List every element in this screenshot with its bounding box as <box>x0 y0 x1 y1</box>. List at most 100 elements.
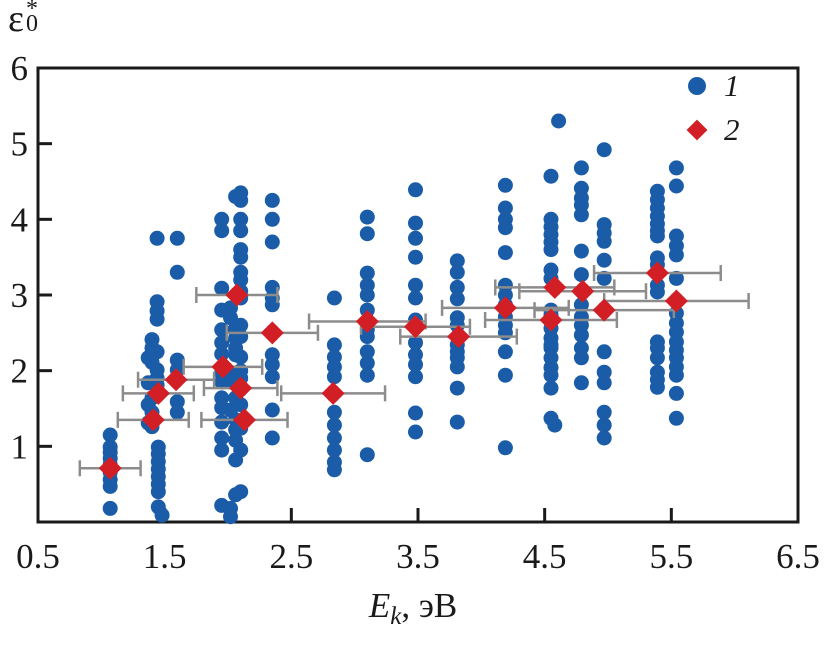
legend-circle-marker-icon <box>688 77 706 95</box>
data-point-diamond <box>592 298 616 322</box>
data-point-circle <box>264 430 280 446</box>
data-point-circle <box>497 325 513 341</box>
data-point-circle <box>449 264 465 280</box>
legend-item-series1: 1 <box>688 68 740 104</box>
data-point-circle <box>102 478 118 494</box>
data-point-circle <box>149 230 165 246</box>
x-tick-label: 3.5 <box>396 537 440 576</box>
data-point-circle <box>233 211 249 227</box>
data-point-circle <box>214 442 230 458</box>
data-point-circle <box>408 230 423 246</box>
x-tick-label: 5.5 <box>649 537 693 576</box>
data-point-diamond <box>260 321 284 345</box>
y-tick-label: 5 <box>11 125 29 164</box>
data-point-circle <box>497 177 513 193</box>
data-point-circle <box>326 417 342 433</box>
data-point-circle <box>214 346 230 362</box>
data-point-circle <box>102 427 118 443</box>
x-tick-label: 4.5 <box>523 537 567 576</box>
data-point-circle <box>408 369 423 385</box>
data-point-circle <box>668 410 684 426</box>
data-point-circle <box>543 367 559 383</box>
data-point-circle <box>408 335 423 351</box>
y-tick-label: 2 <box>11 352 29 391</box>
data-point-diamond <box>229 376 253 400</box>
data-point-circle <box>264 402 280 418</box>
data-point-circle <box>264 357 280 373</box>
data-point-circle <box>573 327 589 343</box>
legend-label-series1: 1 <box>724 68 740 103</box>
data-point-circle <box>551 113 567 129</box>
data-point-circle <box>359 367 375 383</box>
y-axis-title: ε * 0 <box>8 0 38 38</box>
data-point-diamond <box>539 308 563 332</box>
data-point-circle <box>233 442 249 458</box>
data-point-circle <box>214 414 230 430</box>
data-point-diamond <box>232 408 256 432</box>
data-point-circle <box>649 284 665 300</box>
data-point-circle <box>359 287 375 303</box>
y-axis-title-superscript: * <box>25 0 38 22</box>
x-axis-title-subscript: k <box>390 603 402 630</box>
data-point-circle <box>264 234 280 250</box>
data-point-diamond <box>571 279 595 303</box>
data-point-circle <box>326 442 342 458</box>
data-point-circle <box>408 357 423 373</box>
data-point-circle <box>649 379 665 395</box>
y-tick-label: 4 <box>11 200 29 239</box>
data-point-circle <box>596 142 612 158</box>
data-point-circle <box>649 228 665 244</box>
data-point-circle <box>408 277 423 293</box>
data-point-circle <box>233 249 249 265</box>
data-point-circle <box>233 192 249 208</box>
x-tick-label: 1.5 <box>143 537 187 576</box>
data-point-circle <box>596 430 612 446</box>
data-point-circle <box>154 507 170 523</box>
data-point-circle <box>596 375 612 391</box>
data-point-circle <box>169 394 185 410</box>
data-point-circle <box>449 291 465 307</box>
data-point-circle <box>543 168 559 184</box>
data-point-circle <box>264 369 280 385</box>
data-point-circle <box>326 462 342 478</box>
data-point-circle <box>573 207 589 223</box>
data-point-circle <box>233 317 249 333</box>
data-point-diamond <box>225 283 249 307</box>
data-point-circle <box>102 500 118 516</box>
data-point-circle <box>668 160 684 176</box>
data-point-circle <box>668 178 684 194</box>
data-point-diamond <box>321 381 345 405</box>
data-point-circle <box>264 297 280 313</box>
data-point-circle <box>359 329 375 345</box>
data-point-diamond <box>543 275 567 299</box>
data-point-circle <box>668 270 684 286</box>
data-point-circle <box>573 350 589 366</box>
data-point-circle <box>449 414 465 430</box>
data-point-circle <box>596 404 612 420</box>
y-tick-label: 3 <box>11 276 29 315</box>
data-point-diamond <box>664 289 688 313</box>
data-point-circle <box>596 344 612 360</box>
legend-label-series2: 2 <box>724 112 740 147</box>
data-point-circle <box>169 230 185 246</box>
data-point-diamond <box>355 309 379 333</box>
data-point-circle <box>233 329 249 345</box>
data-point-circle <box>326 369 342 385</box>
data-point-circle <box>359 209 375 225</box>
data-point-circle <box>596 252 612 268</box>
data-point-circle <box>214 211 230 227</box>
data-point-diamond <box>645 261 669 285</box>
data-point-circle <box>497 220 513 236</box>
data-point-circle <box>449 279 465 295</box>
x-axis-title: Ek, эВ <box>0 586 826 631</box>
data-point-circle <box>649 350 665 366</box>
legend-item-series2: 2 <box>686 112 740 148</box>
data-point-circle <box>150 484 166 500</box>
data-point-circle <box>214 335 230 351</box>
data-point-circle <box>668 385 684 401</box>
data-point-circle <box>408 182 423 198</box>
data-point-circle <box>214 223 230 239</box>
data-point-circle <box>449 359 465 375</box>
data-point-circle <box>408 290 423 306</box>
